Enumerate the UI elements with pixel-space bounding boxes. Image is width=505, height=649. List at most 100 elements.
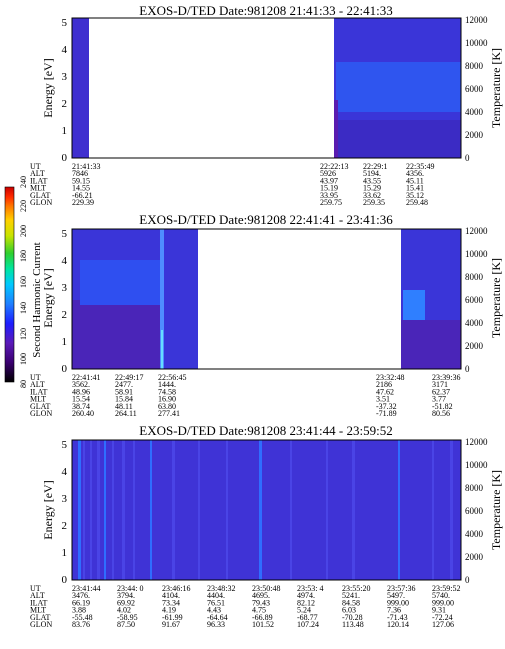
panel-2-data-right-purple [401,320,461,369]
ephemeris-cell: 4.75 [252,606,266,615]
ephemeris-cell: 33.95 [320,191,338,200]
ephemeris-cell: 4104. [162,591,180,600]
panel-1-band-low [336,120,461,158]
colorbar-tick: 200 [19,225,28,237]
panel-2: EXOS-D/TED Date:981208 22:41:41 - 23:41:… [41,212,503,375]
ephemeris-cell: 82.12 [297,598,315,607]
panel-1-ytick: 3 [62,71,68,83]
panel-1-y2tick: 12000 [465,15,488,25]
ephemeris-cell: 101.52 [252,620,274,629]
panel-2-y2tick: 6000 [465,295,484,305]
ephemeris-cell: 259.35 [363,198,385,207]
panel-1-y2ticks: 0 2000 4000 6000 8000 10000 12000 [465,15,488,163]
ephemeris-cell: 999.00 [432,598,454,607]
ephemeris-cell: 79.43 [252,598,270,607]
panel-3-y2tick: 6000 [465,506,484,516]
ephemeris-cell: 9.31 [432,606,446,615]
panel-1-purple-edge [334,100,338,158]
ephemeris-cell: 5.24 [297,606,311,615]
ephemeris-cell: 5926 [320,169,336,178]
ephemeris-cell: 73.34 [162,598,180,607]
ephemeris-cell: 23:59:52 [432,584,460,593]
panel-3-data [72,440,461,580]
ephemeris-cell: 1444. [158,380,176,389]
panel-3-y2tick: 8000 [465,483,484,493]
ephemeris-cell: 23:39:36 [432,373,460,382]
panel-2-ylabel: Energy [eV] [41,268,55,327]
panel-3-stripe [150,440,152,580]
ephemeris-cell: 23:32:48 [376,373,404,382]
panel-3-ytick: 3 [62,493,68,505]
panel-3-stripe [198,440,200,580]
ephemeris-row-label: GLAT [30,613,51,622]
panel-3-y2ticks: 0 2000 4000 6000 8000 10000 12000 [465,437,488,585]
ephemeris-cell: 120.14 [387,620,409,629]
panel-3-stripe [450,440,453,580]
ephemeris-cell: 999.00 [387,598,409,607]
ephemeris-cell: -71.89 [376,409,397,418]
colorbar: 80 100 120 140 160 180 200 220 240 Secon… [4,176,43,388]
ephemeris-cell: 66.19 [72,598,90,607]
ephemeris-cell: 3.77 [432,395,446,404]
ephemeris-cell: 43.55 [363,176,381,185]
panel-1-ephemeris-table: UT 21:41:33 22:22:13 22:29:1 22:35:49 ALT 7846… [30,162,434,207]
ephemeris-cell: 15.54 [72,395,90,404]
ephemeris-cell: -72.24 [432,613,453,622]
panel-3-title: EXOS-D/TED Date:981208 23:41:44 - 23:59:… [139,423,392,438]
ephemeris-cell: 16.90 [158,395,176,404]
panel-3-ylabel: Energy [eV] [41,480,55,539]
panel-2-yticks: 0 1 2 3 4 5 [62,228,68,375]
ephemeris-cell: 3.88 [72,606,86,615]
ephemeris-cell: 69.92 [117,598,135,607]
ephemeris-cell: 22:29:1 [363,162,387,171]
ephemeris-cell: 4695. [252,591,270,600]
ephemeris-row-label: UT [30,584,41,593]
colorbar-tick: 80 [19,380,28,388]
ephemeris-cell: 14.55 [72,184,90,193]
ephemeris-row-label: GLAT [30,402,51,411]
panel-3-ytick: 1 [62,547,68,559]
ephemeris-cell: 96.33 [207,620,225,629]
ephemeris-row-label: ALT [30,591,45,600]
ephemeris-cell: 113.48 [342,620,364,629]
ephemeris-cell: 3.51 [376,395,390,404]
ephemeris-cell: 59.15 [72,176,90,185]
panel-1-yticks: 0 1 2 3 4 5 [62,17,68,164]
panel-3-ytick: 0 [62,574,68,586]
ephemeris-row-label: UT [30,162,41,171]
panel-3-stripe [290,440,292,580]
ephemeris-cell: 15.41 [406,184,424,193]
panel-2-y2tick: 8000 [465,272,484,282]
colorbar-tick: 180 [19,250,28,262]
ephemeris-cell: 259.48 [406,198,428,207]
ephemeris-cell: 2186 [376,380,392,389]
panel-1-ytick: 1 [62,125,68,137]
ephemeris-cell: 23:44: 0 [117,584,143,593]
ephemeris-cell: 80.56 [432,409,450,418]
ephemeris-cell: 23:48:32 [207,584,235,593]
panel-3-stripe [90,440,92,580]
ephemeris-cell: 21:41:33 [72,162,100,171]
panel-3-stripe [122,440,125,580]
ephemeris-cell: 6.03 [342,606,356,615]
panel-3-stripe [83,440,85,580]
ephemeris-cell: 23:50:48 [252,584,280,593]
ephemeris-cell: 260.40 [72,409,94,418]
ephemeris-cell: 264.11 [115,409,137,418]
ephemeris-cell: 4404. [207,591,225,600]
ephemeris-row-label: UT [30,373,41,382]
ephemeris-cell: 22:49:17 [115,373,143,382]
ephemeris-cell: 22:56:45 [158,373,186,382]
ephemeris-cell: 277.41 [158,409,180,418]
ephemeris-cell: 15.84 [115,395,133,404]
ephemeris-cell: 5497. [387,591,405,600]
panel-1-frame [71,17,462,159]
panel-2-ytick: 1 [62,336,68,348]
panel-1-title: EXOS-D/TED Date:981208 21:41:33 - 22:41:… [139,3,392,18]
ephemeris-cell: 23:55:20 [342,584,370,593]
panel-3-y2tick: 4000 [465,529,484,539]
ephemeris-cell: 3562. [72,380,90,389]
ephemeris-row-label: GLON [30,409,52,418]
panel-2-y2tick: 2000 [465,341,484,351]
